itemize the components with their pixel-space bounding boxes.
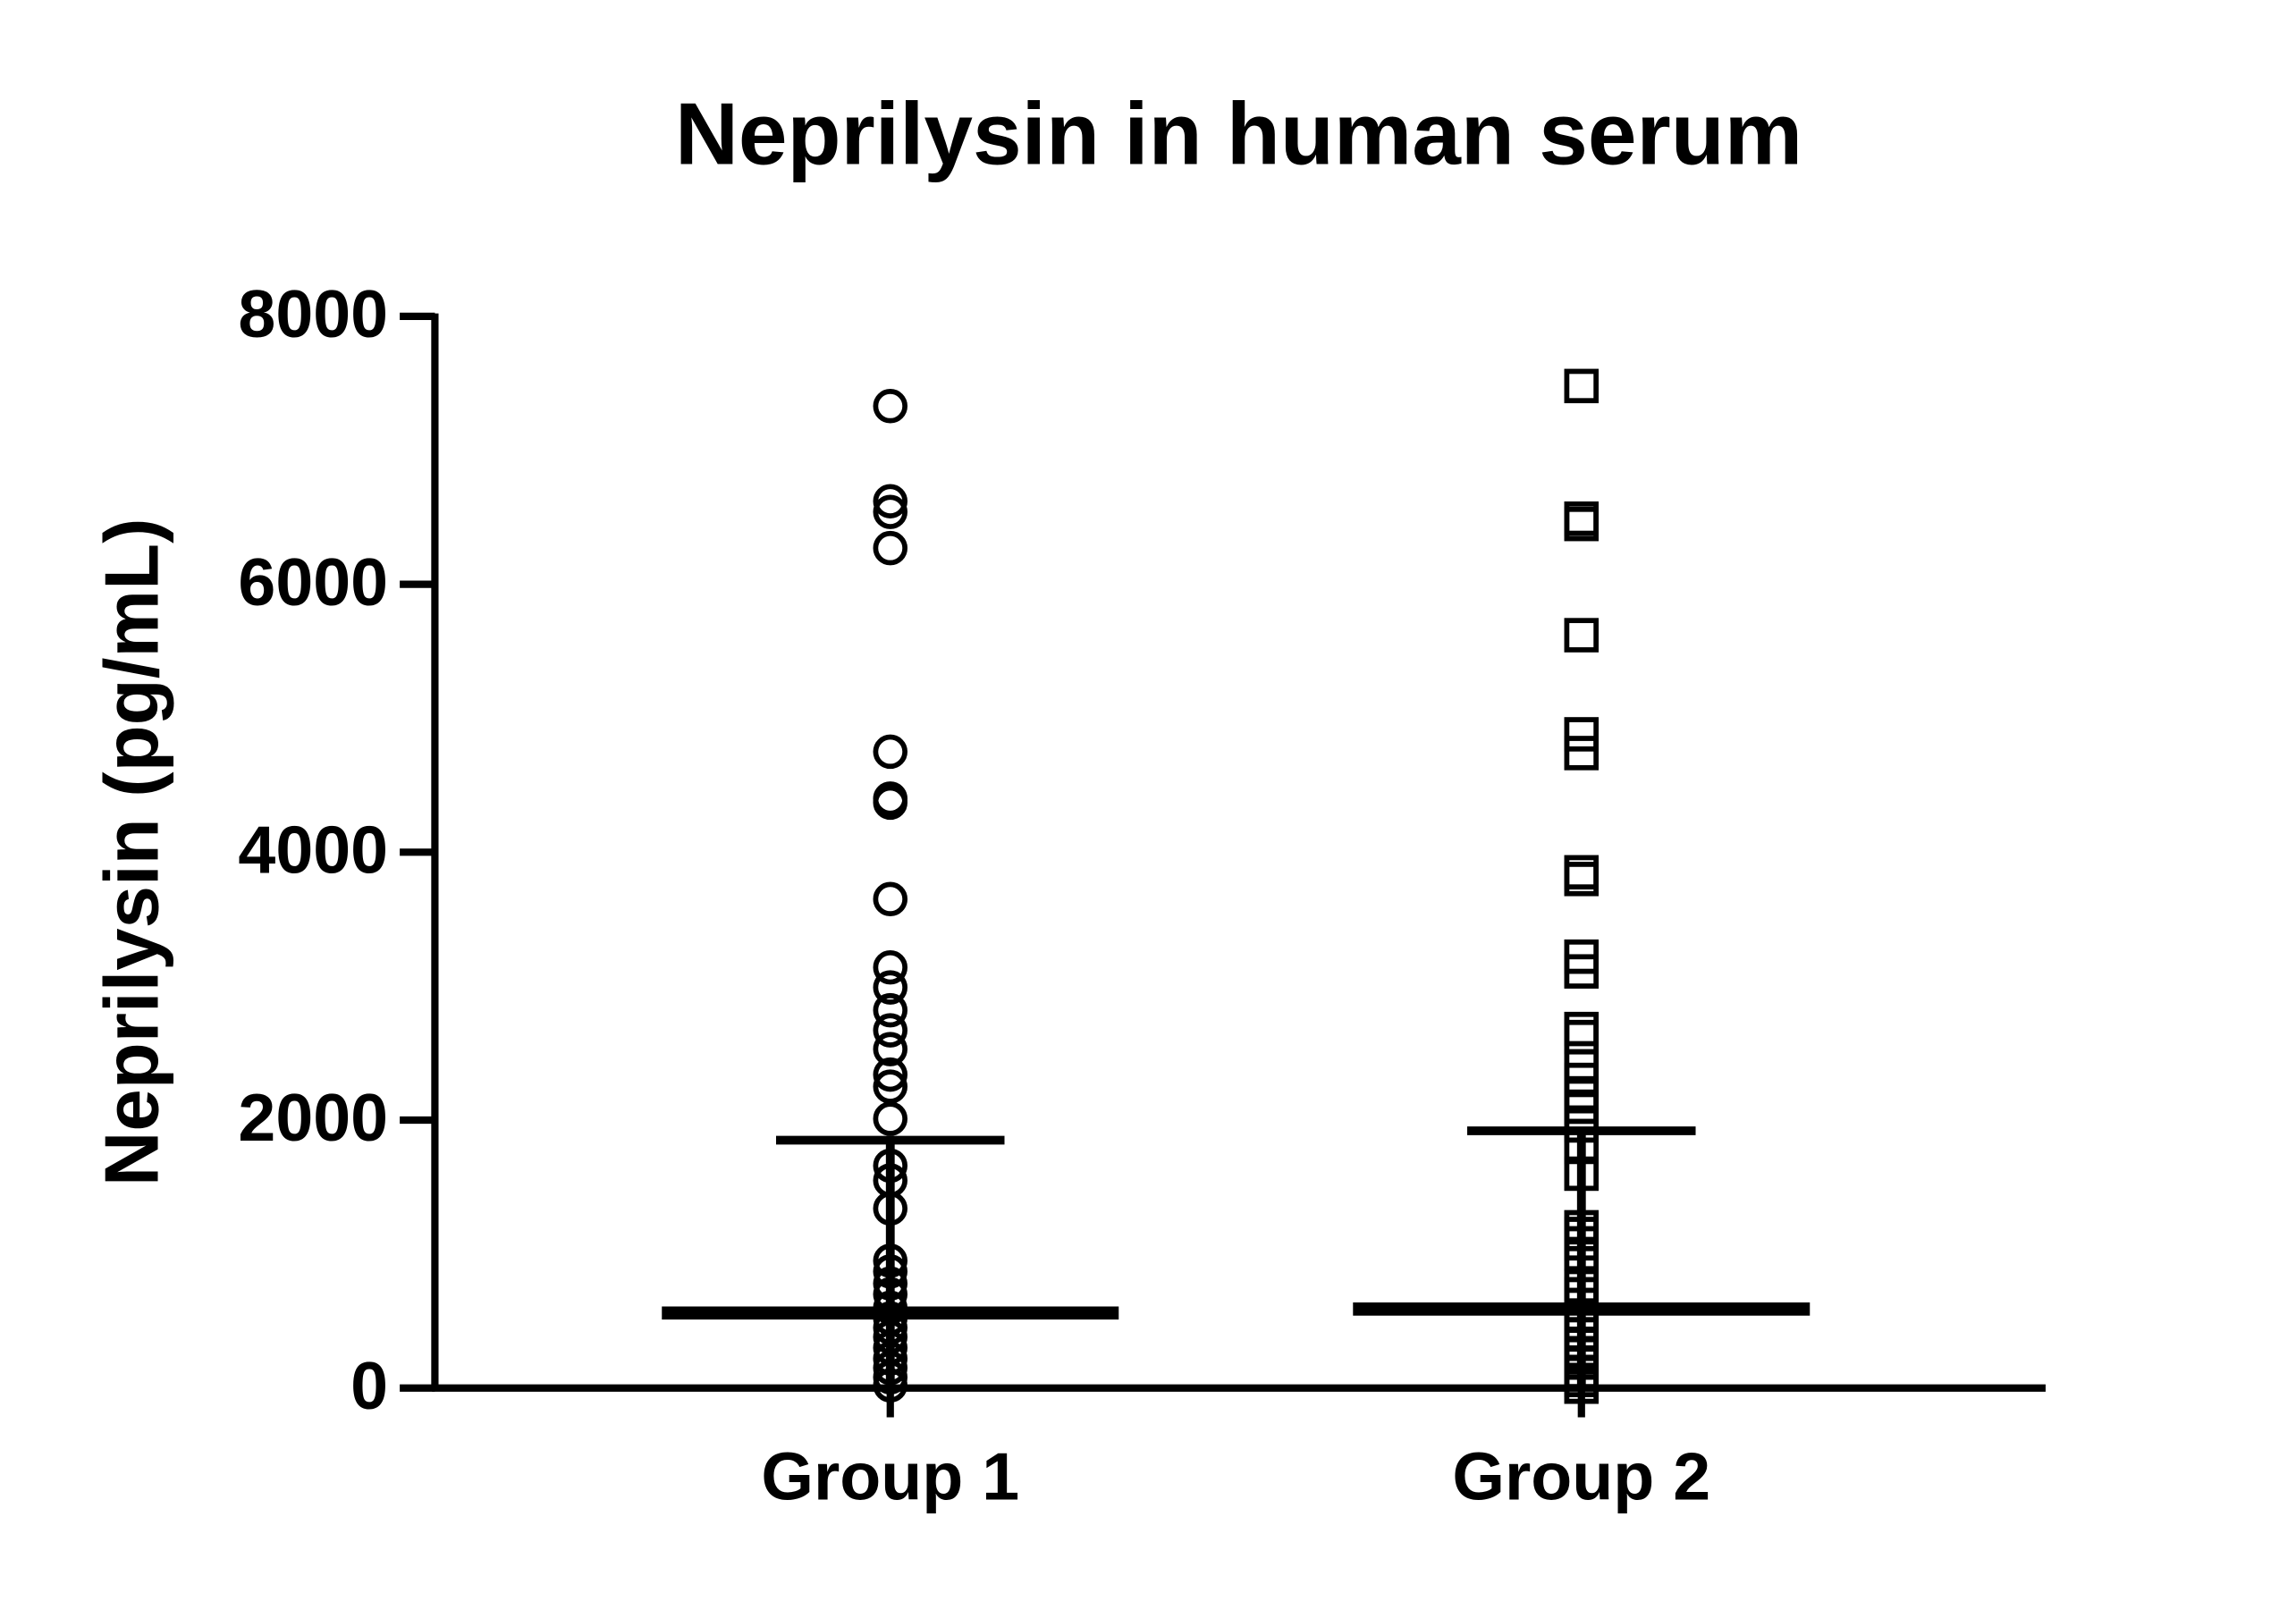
data-point [873, 992, 907, 1028]
data-point [873, 970, 907, 1005]
data-point [873, 1013, 907, 1048]
data-point [1564, 1011, 1600, 1047]
y-tick-label: 6000 [238, 544, 388, 619]
data-point [873, 530, 907, 566]
data-point [1564, 618, 1600, 653]
data-point [1564, 954, 1600, 989]
data-point [1564, 368, 1600, 404]
data-point [873, 734, 907, 770]
data-point [873, 949, 907, 985]
data-point [1564, 717, 1600, 752]
chart-title: Neprilysin in human serum [675, 84, 1802, 182]
data-point [873, 484, 907, 518]
x-tick-label: Group 1 [761, 1438, 1019, 1513]
data-point [1564, 506, 1600, 542]
data-point [1564, 1089, 1600, 1125]
data-point [873, 494, 907, 529]
y-tick-label: 8000 [238, 276, 388, 351]
data-point [1564, 736, 1600, 771]
y-tick-label: 0 [350, 1348, 388, 1423]
y-tick-label: 2000 [238, 1080, 388, 1155]
data-point [873, 1032, 907, 1066]
data-point [873, 1101, 907, 1136]
data-point [873, 1057, 907, 1092]
data-point [873, 1069, 907, 1104]
data-point [873, 881, 907, 917]
data-point [1564, 862, 1600, 897]
data-point [1564, 1019, 1600, 1055]
y-tick-label: 4000 [238, 812, 388, 887]
x-tick-label: Group 2 [1452, 1438, 1710, 1513]
y-axis-label: Neprilysin (pg/mL) [89, 518, 174, 1187]
data-point [873, 785, 907, 821]
data-point [873, 389, 907, 424]
